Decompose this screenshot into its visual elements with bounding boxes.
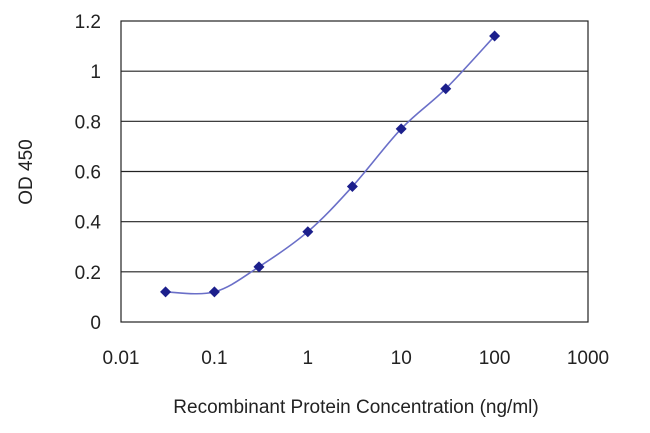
- x-tick-label: 100: [479, 348, 511, 369]
- plot-area-frame: [120, 20, 589, 323]
- data-point-marker: [253, 261, 265, 273]
- x-axis-tick-labels: 0.01 0.1 1 10 100 1000: [103, 348, 610, 369]
- data-point-marker: [302, 226, 314, 238]
- y-tick-label: 1: [90, 62, 101, 83]
- data-point-marker: [160, 286, 172, 298]
- series-layer: [160, 30, 501, 298]
- data-point-marker: [489, 30, 501, 42]
- x-tick-label: 1: [303, 348, 314, 369]
- data-point-marker: [395, 123, 407, 135]
- y-tick-label: 0.8: [75, 112, 101, 133]
- y-tick-label: 0.4: [75, 213, 102, 234]
- y-tick-label: 1.2: [75, 12, 101, 33]
- x-tick-label: 1000: [567, 348, 609, 369]
- y-tick-label: 0.2: [75, 263, 101, 284]
- grid-lines: [121, 70, 588, 273]
- x-axis-title: Recombinant Protein Concentration (ng/ml…: [173, 397, 538, 418]
- data-point-marker: [208, 286, 220, 298]
- data-point-marker: [440, 83, 452, 95]
- x-tick-label: 10: [391, 348, 412, 369]
- y-tick-label: 0: [90, 313, 101, 334]
- series-line: [165, 35, 496, 295]
- x-tick-label: 0.01: [103, 348, 140, 369]
- x-tick-label: 0.1: [201, 348, 227, 369]
- y-axis-title: OD 450: [16, 139, 37, 204]
- y-axis-tick-labels: 0 0.2 0.4 0.6 0.8 1 1.2: [75, 12, 102, 334]
- y-tick-label: 0.6: [75, 163, 101, 184]
- data-point-marker: [346, 181, 358, 193]
